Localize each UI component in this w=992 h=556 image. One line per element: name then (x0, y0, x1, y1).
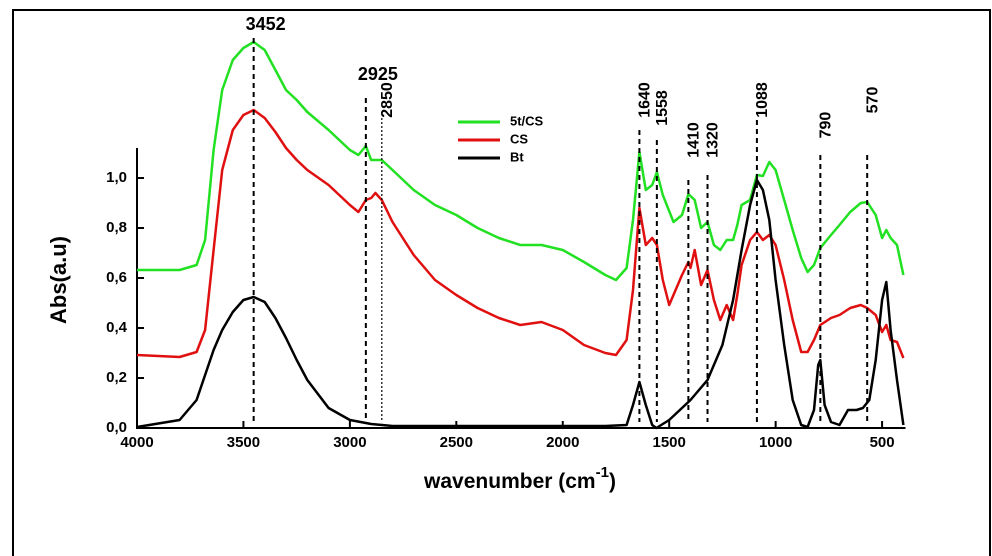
x-axis-label-text: wavenumber (cm (423, 470, 596, 493)
x-tick-label: 2000 (546, 434, 579, 451)
spectrum-line (136, 108, 905, 359)
x-axis-label-suffix: ) (609, 470, 616, 493)
y-tick-label: 0,2 (106, 369, 127, 386)
y-tick-label: 1,0 (106, 169, 127, 186)
peak-label: 2850 (379, 82, 396, 118)
peak-label: 1320 (705, 122, 722, 158)
frame (12, 9, 991, 556)
spectrum-line (136, 178, 905, 430)
x-tick-label: 1500 (653, 434, 686, 451)
x-tick-label: 4000 (120, 434, 153, 451)
peak-label: 1410 (686, 122, 703, 158)
legend-label: CS (510, 131, 528, 146)
y-tick-label: 0,6 (106, 269, 127, 286)
axes (136, 148, 906, 429)
peak-label: 2925 (358, 64, 398, 84)
x-tick-label: 3000 (333, 434, 366, 451)
x-axis-label: wavenumber (cm-1) (423, 464, 616, 493)
y-tick-label: 0,0 (106, 419, 127, 436)
legend-label: Bt (510, 149, 524, 164)
peak-label: 1640 (637, 82, 654, 118)
x-axis-label-sup: -1 (596, 464, 609, 481)
y-tick-label: 0,8 (106, 219, 127, 236)
y-axis-label: Abs(a.u) (46, 236, 71, 324)
legend-label: 5t/CS (510, 113, 544, 128)
peak-label: 3452 (246, 14, 286, 34)
x-tick-label: 500 (870, 434, 895, 451)
x-tick-label: 2500 (440, 434, 473, 451)
x-tick-label: 3500 (227, 434, 260, 451)
peak-label: 790 (818, 112, 835, 139)
peak-label: 570 (864, 87, 881, 114)
spectrum-line (137, 40, 905, 282)
y-tick-label: 0,4 (106, 319, 128, 336)
peak-label: 1088 (754, 82, 771, 118)
x-tick-label: 1000 (759, 434, 792, 451)
peak-label: 1558 (654, 90, 671, 126)
